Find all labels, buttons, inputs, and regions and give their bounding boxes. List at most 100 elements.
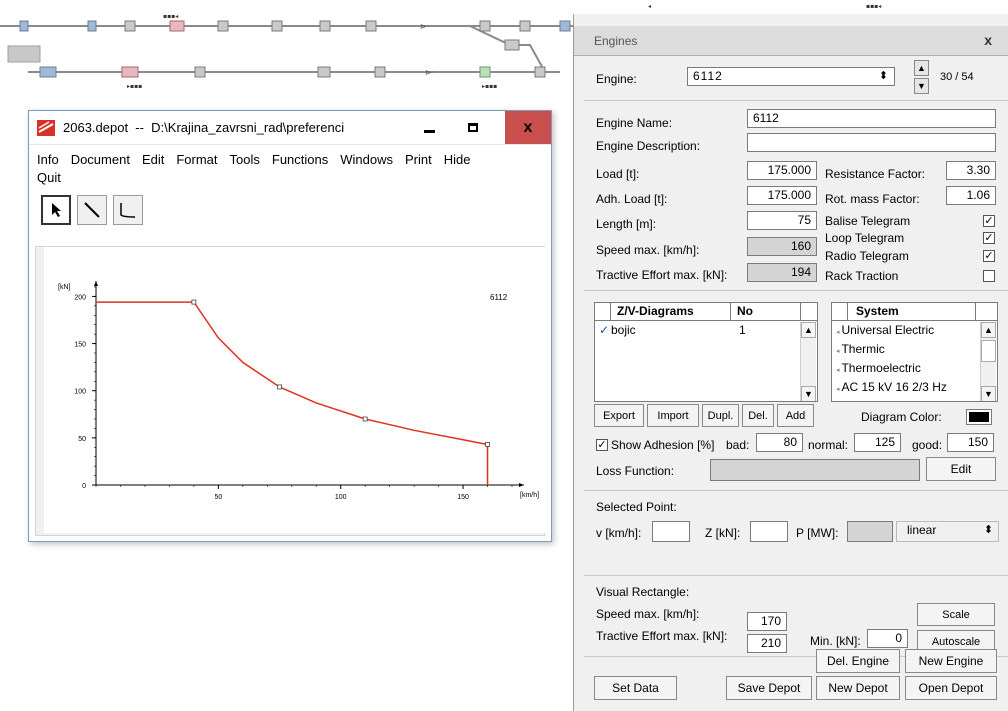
scale-button[interactable]: Scale: [917, 603, 995, 626]
new-engine-button[interactable]: New Engine: [905, 649, 997, 673]
v-input[interactable]: [652, 521, 690, 542]
close-button[interactable]: x: [505, 111, 551, 144]
rot-mass-factor-input[interactable]: 1.06: [946, 186, 996, 205]
list-item[interactable]: ◂ Universal Electric: [836, 323, 976, 339]
selected-point-group: [584, 490, 1008, 572]
p-field: [847, 521, 893, 542]
zv-diagrams-list[interactable]: Z/V-Diagrams No ✓ bojic 1 ▲ ▼: [594, 302, 818, 402]
engines-title-bar[interactable]: Engines x: [574, 26, 1008, 56]
y-tick-label: 50: [78, 436, 86, 443]
loop-telegram-checkbox[interactable]: ✓: [983, 232, 995, 244]
set-data-button[interactable]: Set Data: [594, 676, 677, 700]
y-tick-label: 200: [74, 294, 86, 301]
interpolation-value: linear: [907, 523, 937, 537]
zv-name-header[interactable]: Z/V-Diagrams: [611, 303, 731, 321]
menu-edit[interactable]: Edit: [141, 152, 165, 167]
normal-input[interactable]: 125: [854, 433, 901, 452]
radio-telegram-checkbox[interactable]: ✓: [983, 250, 995, 262]
menu-print[interactable]: Print: [405, 152, 432, 167]
menu-hide[interactable]: Hide: [443, 152, 471, 167]
menu-document[interactable]: Document: [70, 152, 130, 167]
min-kn-input[interactable]: 0: [867, 629, 908, 648]
menu-info[interactable]: Info: [37, 152, 59, 167]
show-adhesion-checkbox[interactable]: ✓: [596, 439, 608, 451]
open-depot-button[interactable]: Open Depot: [905, 676, 997, 700]
import-button[interactable]: Import: [647, 404, 699, 427]
export-button[interactable]: Export: [594, 404, 644, 427]
p-label: P [MW]:: [796, 526, 839, 540]
zv-no-header[interactable]: No: [731, 303, 801, 321]
menu-functions[interactable]: Functions: [271, 152, 329, 167]
engines-title: Engines: [594, 34, 638, 48]
vr-tractive-effort-input[interactable]: 210: [747, 634, 787, 653]
chart-engine-label: 6112: [490, 293, 508, 302]
bad-input[interactable]: 80: [756, 433, 803, 452]
scroll-down-icon[interactable]: ▼: [801, 386, 816, 401]
menu-format[interactable]: Format: [176, 152, 218, 167]
engine-select[interactable]: 6112 ⬍: [687, 67, 895, 86]
maximize-button[interactable]: [451, 111, 495, 144]
z-input[interactable]: [750, 521, 788, 542]
list-item[interactable]: ◂ Thermoelectric: [836, 361, 976, 377]
zv-scrollbar[interactable]: ▲ ▼: [800, 322, 816, 401]
system-scrollbar[interactable]: ▲ ▼: [980, 322, 996, 401]
chevron-down-icon: ⬍: [878, 70, 889, 82]
diagram-color-swatch[interactable]: [966, 409, 992, 425]
list-item[interactable]: ◂ Thermic: [836, 342, 976, 358]
curve-icon: [120, 203, 136, 218]
engine-description-input[interactable]: [747, 133, 996, 152]
menu-quit[interactable]: Quit: [37, 170, 61, 185]
loss-function-label: Loss Function:: [596, 464, 675, 478]
x-tick-label: 100: [335, 494, 347, 501]
scroll-up-icon[interactable]: ▲: [981, 322, 996, 338]
delete-diagram-button[interactable]: Del.: [742, 404, 774, 427]
scroll-thumb[interactable]: [981, 340, 996, 362]
good-label: good:: [912, 438, 943, 452]
diagrams-group: [584, 290, 1008, 486]
adh-load-input[interactable]: 175.000: [747, 186, 817, 205]
system-item-label: Thermic: [841, 342, 885, 356]
scroll-down-icon[interactable]: ▼: [981, 386, 996, 401]
loss-function-edit-button[interactable]: Edit: [926, 457, 996, 481]
system-list[interactable]: System ◂ Universal Electric ◂ Thermic ◂ …: [831, 302, 998, 402]
add-diagram-button[interactable]: Add: [777, 404, 814, 427]
svg-text:◂: ◂: [648, 3, 651, 10]
balise-telegram-checkbox[interactable]: ✓: [983, 215, 995, 227]
list-item[interactable]: ◂ AC 15 kV 16 2/3 Hz: [836, 380, 976, 396]
good-input[interactable]: 150: [947, 433, 994, 452]
bullet-icon: ◂: [836, 329, 842, 336]
line-tool-button[interactable]: [77, 195, 107, 225]
scroll-up-icon[interactable]: ▲: [801, 322, 816, 338]
app-logo-icon: [37, 120, 55, 136]
engine-next-button[interactable]: ▼: [914, 78, 929, 94]
resistance-factor-input[interactable]: 3.30: [946, 161, 996, 180]
rack-traction-label: Rack Traction: [825, 269, 899, 283]
pointer-tool-button[interactable]: [41, 195, 71, 225]
interpolation-select[interactable]: linear ⬍: [896, 521, 999, 542]
curve-tool-button[interactable]: [113, 195, 143, 225]
vr-speed-max-input[interactable]: 170: [747, 612, 787, 631]
engine-prev-button[interactable]: ▲: [914, 60, 929, 76]
system-header[interactable]: System: [848, 303, 976, 321]
menu-tools[interactable]: Tools: [229, 152, 260, 167]
minimize-button[interactable]: [407, 111, 451, 144]
length-input[interactable]: 75: [747, 211, 817, 230]
svg-text:⊳·: ⊳·: [425, 68, 434, 77]
z-label: Z [kN]:: [705, 526, 741, 540]
new-depot-button[interactable]: New Depot: [816, 676, 900, 700]
load-label: Load [t]:: [596, 167, 640, 181]
depot-title-bar[interactable]: 2063.depot -- D:\Krajina_zavrsni_rad\pre…: [29, 111, 551, 145]
save-depot-button[interactable]: Save Depot: [726, 676, 812, 700]
duplicate-button[interactable]: Dupl.: [702, 404, 739, 427]
list-item[interactable]: ✓ bojic 1: [597, 323, 797, 339]
rack-traction-checkbox[interactable]: [983, 270, 995, 282]
close-icon[interactable]: x: [984, 32, 992, 48]
engine-name-input[interactable]: 6112: [747, 109, 996, 128]
curve-point-marker: [277, 384, 282, 390]
delete-engine-button[interactable]: Del. Engine: [816, 649, 900, 673]
menu-windows[interactable]: Windows: [340, 152, 393, 167]
svg-text:▪▪▪◂: ▪▪▪◂: [163, 13, 178, 20]
tractive-effort-chart[interactable]: 50 100 150 0 50 100 150 200 [kN] [km/h] 6112: [44, 247, 546, 533]
engine-name-label: Engine Name:: [596, 116, 673, 130]
load-input[interactable]: 175.000: [747, 161, 817, 180]
